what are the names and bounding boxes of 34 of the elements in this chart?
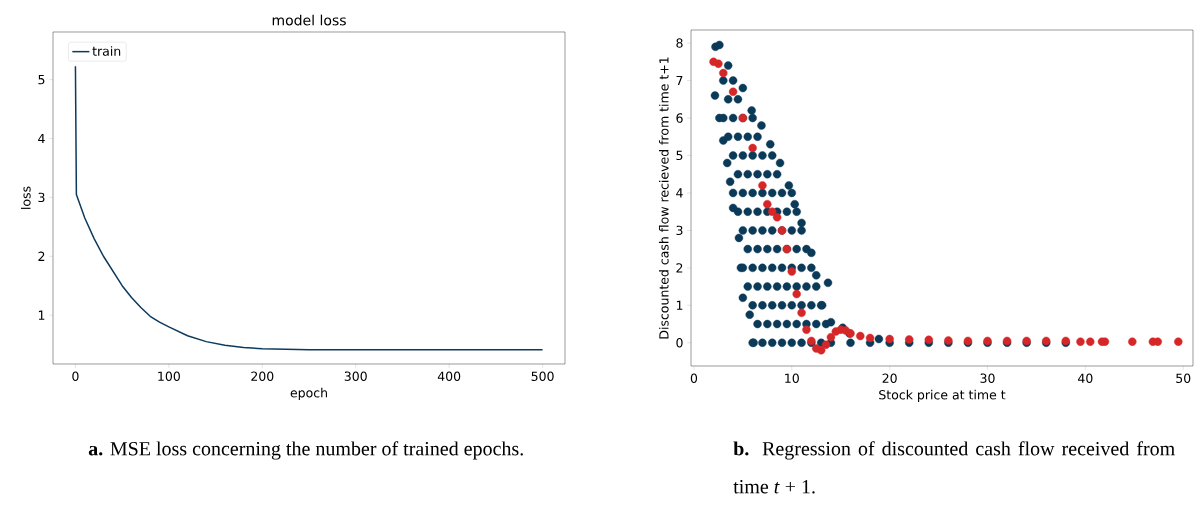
text: a. MSE loss concerning the number of trained epochs.	[88, 441, 523, 460]
y-tick-label: 2	[38, 251, 45, 261]
text: b. Regression of discounted cash flow received from time t + 1.	[733, 441, 1175, 494]
y-tick-label: 3	[676, 225, 683, 236]
y-tick-label: 4	[38, 133, 45, 144]
x-tick-label: 20	[882, 373, 897, 383]
y-tick-label: 6	[676, 113, 683, 123]
x-tick-label: 300	[344, 371, 367, 381]
x-tick-label: 400	[437, 371, 461, 381]
y-tick-label: 5	[676, 150, 683, 161]
x-tick-label: 500	[531, 371, 554, 381]
y-tick-label: 0	[676, 338, 683, 348]
legend-label: train	[92, 46, 121, 56]
y-tick-label: 7	[676, 76, 683, 86]
x-tick-label: 0	[72, 371, 79, 381]
y-tick-label: 3	[38, 192, 45, 203]
y-axis-title: loss	[20, 186, 31, 209]
x-tick-label: 10	[785, 373, 799, 383]
x-axis-title: epoch	[290, 387, 327, 400]
chart-title: model loss	[272, 14, 346, 26]
x-tick-label: 200	[251, 371, 274, 381]
y-tick-label: 4	[676, 188, 683, 198]
y-tick-label: 5	[38, 75, 45, 85]
y-tick-label: 1	[38, 310, 45, 320]
y-axis-title: Discounted cash flow recieved from time t+1	[658, 57, 669, 339]
y-tick-label: 1	[676, 300, 683, 310]
x-tick-label: 100	[158, 371, 180, 381]
x-tick-label: 0	[690, 373, 698, 383]
y-tick-label: 8	[676, 38, 683, 48]
x-tick-label: 50	[1176, 373, 1191, 383]
x-tick-label: 30	[980, 373, 995, 383]
x-axis-title: Stock price at time t	[879, 389, 1006, 402]
x-tick-label: 40	[1078, 373, 1093, 383]
y-tick-label: 2	[676, 263, 683, 273]
